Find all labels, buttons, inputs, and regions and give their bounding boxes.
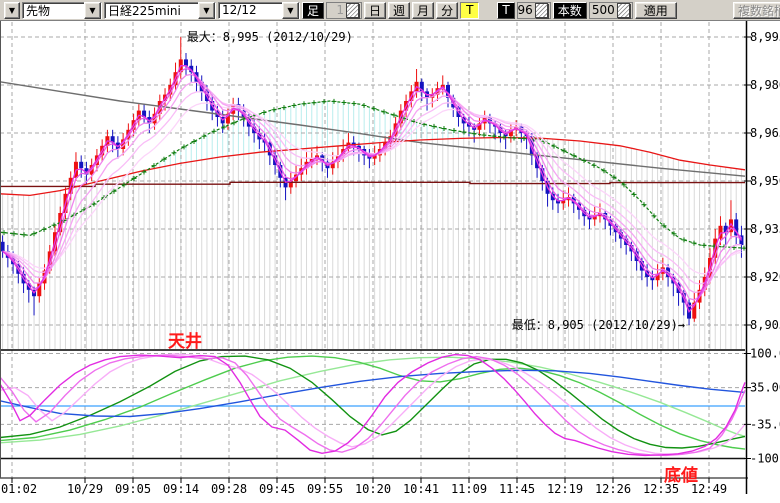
spin-button[interactable] [346,2,360,18]
chart-annotations: 最大：8,995 (2012/10/29) 最低：8,905 (2012/10/2… [168,30,698,486]
oscillator-green-mid [0,355,746,450]
symbol-select-value: 日経225mini [108,3,181,18]
chevron-down-icon[interactable]: ▼ [84,1,101,19]
green-sma-line [0,100,746,249]
x-axis-label: 09:14 [163,482,199,496]
x-axis-label: 10:41 [403,482,439,496]
chevron-down-icon[interactable]: ▼ [282,1,299,19]
x-axis-label: 10:20 [355,482,391,496]
y-axis-label: 8,995 [750,30,780,44]
max-annotation: 最大：8,995 (2012/10/29) [187,30,353,44]
x-axis-label: 12:19 [547,482,583,496]
tick-period-button-active[interactable]: T [460,1,480,19]
oscillator-green-slow [0,356,746,444]
spin-button[interactable] [534,2,548,18]
market-select[interactable]: 先物 ▼ [22,1,102,19]
chevron-down-icon[interactable]: ▼ [198,1,215,19]
oscillator-green-fast [0,355,746,449]
oscillator-pink-slow [0,353,746,456]
bottom-label: 底値 [664,465,698,486]
y-axis-label: 8,950 [750,174,780,188]
interval-stepper[interactable]: 1 [326,1,363,19]
min-annotation: 最低：8,905 (2012/10/29)→ [512,318,685,332]
sub-axis-label: 35.00 [750,381,780,395]
oscillator-pink-fast [0,353,746,457]
x-axis-label: 09:05 [115,482,151,496]
y-axis-label: 8,920 [750,270,780,284]
y-axis-label: 8,905 [750,318,780,332]
y-axis-labels: 8,995 8,980 8,965 8,950 8,935 8,920 8,905 100.0… [744,30,780,466]
x-axis-label: 12:26 [595,482,631,496]
maroon-line [0,181,745,188]
contract-select-value: 12/12 [222,3,257,17]
x-axis-label: 11:09 [451,482,487,496]
x-axis-label: 10/29 [67,482,103,496]
y-axis-label: 8,935 [750,222,780,236]
tick-count-stepper[interactable]: 96 [516,1,551,19]
bars-count-value: 500 [591,3,615,17]
symbol-select[interactable]: 日経225mini ▼ [104,1,216,19]
x-axis-label: 01:02 [1,482,37,496]
x-axis-label: 09:28 [211,482,247,496]
gray-ma-line [0,81,746,177]
ma-ribbon [2,64,742,313]
panel-borders [0,21,748,494]
contract-select[interactable]: 12/12 ▼ [218,1,300,19]
multi-symbol-button[interactable]: 複数銘柄 [733,2,780,19]
period-week-button[interactable]: 週 [388,1,411,19]
x-axis-label: 12:49 [691,482,727,496]
x-axis-label: 09:45 [259,482,295,496]
sub-axis-label: -35.0 [750,417,780,431]
main-toolbar: ▼ 先物 ▼ 日経225mini ▼ 12/12 ▼ 足 1 日 週 月 分 T… [0,0,780,21]
red-ma-line [0,136,746,197]
x-axis-labels: 01:02 10/29 09:05 09:14 09:28 09:45 09:55 10:20… [1,478,727,496]
period-minute-button[interactable]: 分 [436,1,459,19]
bars-toggle-button[interactable]: 本数 [552,1,587,19]
overlay-lines [0,81,747,251]
x-axis-label: 11:45 [499,482,535,496]
mini-dropdown-button[interactable]: ▼ [4,1,20,19]
x-axis-label: 12:35 [643,482,679,496]
tick-count-value: 96 [517,3,533,17]
ashi-toggle-button[interactable]: 足 [302,1,325,19]
tick-mode-button[interactable]: T [497,1,515,19]
market-select-value: 先物 [26,3,51,18]
oscillator-pink-mid [0,354,746,457]
spin-button[interactable] [616,2,630,18]
sub-axis-label: -100.0 [750,452,780,466]
period-month-button[interactable]: 月 [412,1,435,19]
y-axis-label: 8,980 [750,78,780,92]
period-day-button[interactable]: 日 [364,1,387,19]
x-axis-label: 09:55 [307,482,343,496]
oscillator-panel [0,353,746,460]
interval-value: 1 [336,3,345,17]
bars-count-stepper[interactable]: 500 [588,1,633,19]
sub-axis-label: 100.0 [750,347,780,361]
y-axis-label: 8,965 [750,126,780,140]
apply-button[interactable]: 適用 [634,1,677,19]
oscillator-blue-slow [0,369,746,418]
ceiling-label: 天井 [168,331,202,352]
